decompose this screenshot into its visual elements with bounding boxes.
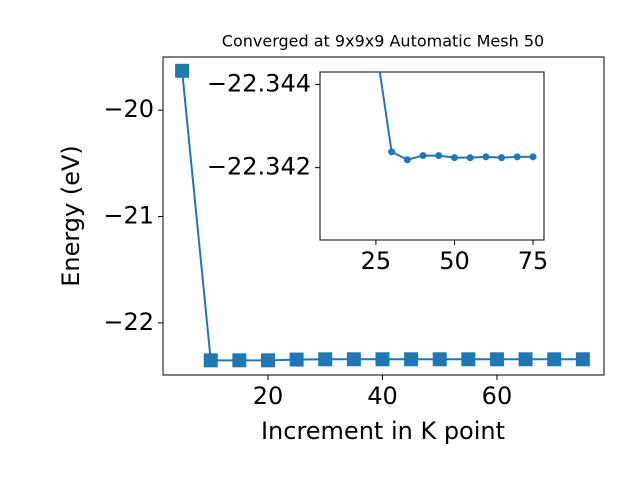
marker — [450, 154, 458, 162]
marker — [518, 352, 533, 367]
x-axis-label: Increment in K point — [261, 417, 505, 445]
y-tick-label: −20 — [103, 95, 154, 123]
marker — [318, 352, 333, 367]
x-tick-label: 25 — [361, 247, 392, 275]
marker — [175, 63, 190, 78]
marker — [346, 352, 361, 367]
x-tick-label: 75 — [518, 247, 549, 275]
y-tick-label: −21 — [103, 202, 154, 230]
marker — [513, 153, 521, 161]
marker — [489, 352, 504, 367]
plot-layer — [378, 72, 537, 164]
y-tick-label: −22 — [103, 308, 154, 336]
y-tick-label: −22.342 — [207, 153, 311, 181]
y-axis-label: Energy (eV) — [57, 145, 85, 287]
marker — [203, 353, 218, 368]
marker — [260, 353, 275, 368]
x-tick-label: 20 — [253, 382, 284, 410]
marker — [232, 353, 247, 368]
marker — [432, 352, 447, 367]
marker — [404, 352, 419, 367]
marker — [388, 148, 396, 156]
marker — [575, 352, 590, 367]
x-tick-label: 50 — [439, 247, 470, 275]
marker — [435, 152, 443, 160]
marker — [403, 156, 411, 164]
y-tick-label: −22.344 — [207, 69, 311, 97]
marker — [498, 154, 506, 162]
x-tick-label: 60 — [482, 382, 513, 410]
marker — [419, 152, 427, 160]
plot-layer — [175, 63, 590, 368]
marker — [289, 352, 304, 367]
marker — [466, 154, 474, 162]
marker — [461, 352, 476, 367]
marker — [482, 153, 490, 161]
marker — [375, 352, 390, 367]
marker — [529, 153, 537, 161]
marker — [547, 352, 562, 367]
x-tick-label: 40 — [367, 382, 398, 410]
chart-title: Converged at 9x9x9 Automatic Mesh 50 — [222, 32, 544, 51]
